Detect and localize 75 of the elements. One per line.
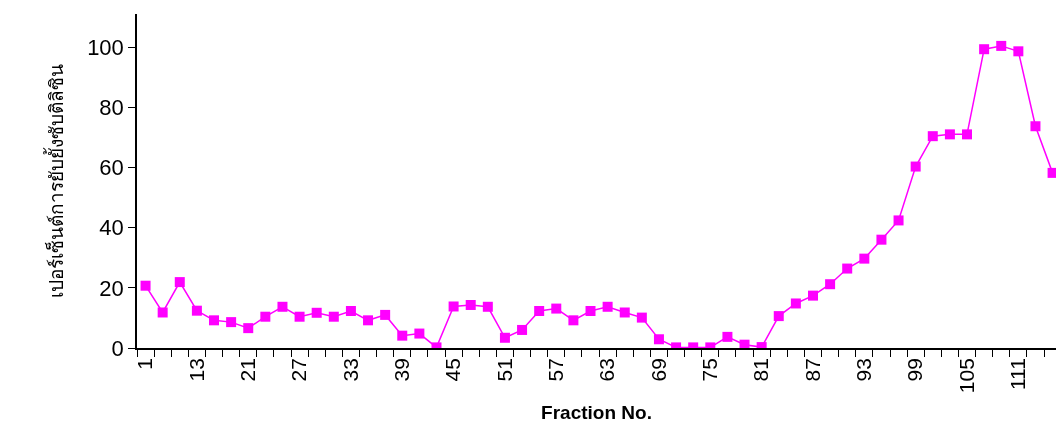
point	[294, 311, 305, 322]
y-tick-label: 60	[99, 155, 124, 181]
y-tick-label: 0	[111, 335, 124, 361]
x-tick-label: 13	[184, 358, 208, 382]
x-tick-label: 57	[544, 358, 568, 382]
point	[585, 305, 596, 316]
x-tick-label: 45	[441, 358, 465, 382]
x-axis-title: Fraction No.	[541, 402, 652, 424]
point	[277, 301, 288, 312]
point	[876, 234, 887, 245]
point	[602, 301, 613, 312]
x-tick-label: 99	[903, 358, 927, 382]
point	[722, 331, 733, 342]
point	[345, 305, 356, 316]
point	[465, 299, 476, 310]
point	[363, 315, 374, 326]
y-tick-label: 20	[99, 275, 124, 301]
point	[842, 263, 853, 274]
x-tick-label: 51	[492, 358, 516, 382]
x-tick-label: 111	[1006, 358, 1030, 391]
point	[482, 301, 493, 312]
point	[979, 44, 990, 55]
point	[1030, 121, 1041, 132]
point	[260, 311, 271, 322]
point	[636, 312, 647, 323]
point	[328, 311, 339, 322]
point	[140, 280, 151, 291]
point	[157, 307, 168, 318]
point	[1047, 167, 1056, 178]
y-tick-label: 40	[99, 215, 124, 241]
x-tick-label: 69	[646, 358, 670, 382]
point	[568, 315, 579, 326]
y-tick-label: 80	[99, 94, 124, 120]
y-tick-label: 100	[87, 34, 124, 60]
point	[209, 315, 220, 326]
x-tick-label: 21	[236, 358, 260, 382]
point	[653, 334, 664, 345]
point	[825, 279, 836, 290]
point	[739, 339, 750, 348]
y-axis-title: เปอร์เซ็นต์การยับยั้งซับติลิซิน	[43, 64, 68, 298]
point	[1013, 46, 1024, 57]
point	[311, 307, 322, 318]
x-tick-label: 87	[800, 358, 824, 382]
x-tick-label: 63	[595, 358, 619, 382]
point	[551, 303, 562, 314]
point	[191, 305, 202, 316]
x-tick-label: 81	[749, 358, 773, 382]
point	[773, 311, 784, 322]
point	[380, 309, 391, 320]
x-tick-label: 1	[133, 358, 157, 370]
point	[397, 330, 408, 341]
x-tick-label: 27	[287, 358, 311, 382]
point	[619, 307, 630, 318]
point	[790, 298, 801, 309]
point	[448, 301, 459, 312]
point	[996, 40, 1007, 51]
point	[174, 277, 185, 288]
point	[962, 129, 973, 140]
point	[499, 332, 510, 343]
point	[927, 131, 938, 142]
x-tick-label: 105	[954, 358, 978, 394]
x-tick-label: 75	[698, 358, 722, 382]
point	[414, 328, 425, 339]
point	[893, 215, 904, 226]
x-tick-label: 39	[390, 358, 414, 382]
point	[944, 129, 955, 140]
point	[534, 305, 545, 316]
point	[517, 324, 528, 335]
point	[807, 290, 818, 301]
x-tick-label: 33	[338, 358, 362, 382]
point	[243, 323, 254, 334]
x-tick-label: 93	[852, 358, 876, 382]
point	[910, 161, 921, 172]
point	[859, 253, 870, 264]
point	[226, 317, 237, 328]
